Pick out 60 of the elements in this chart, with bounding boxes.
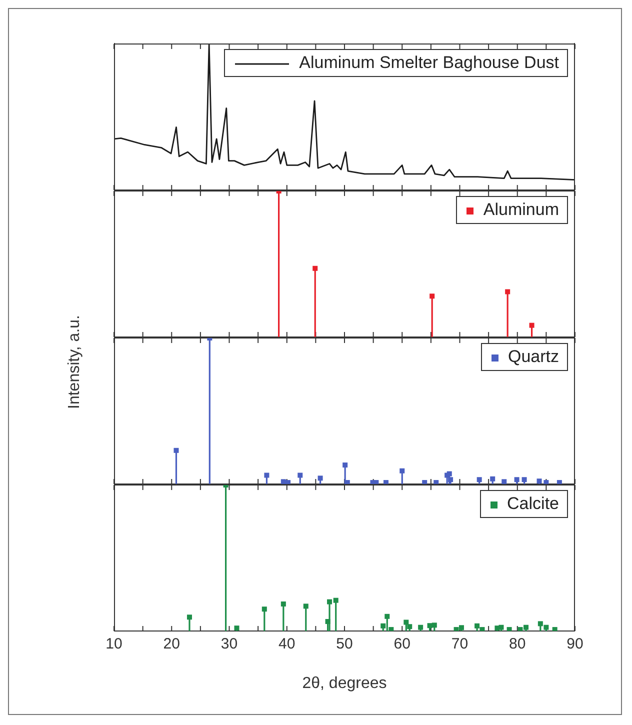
point (407, 624, 412, 630)
point (318, 476, 323, 481)
point (384, 614, 390, 619)
point (262, 606, 267, 612)
point (448, 477, 454, 482)
point (404, 620, 409, 625)
point (536, 478, 542, 484)
point (400, 468, 405, 474)
point (312, 266, 318, 271)
point (327, 599, 332, 604)
point (522, 477, 527, 482)
legend-label: Aluminum (483, 200, 559, 219)
point (524, 624, 529, 630)
point (529, 322, 534, 328)
point (342, 462, 348, 468)
x-tick-label: 30 (220, 636, 238, 653)
point (454, 627, 459, 631)
point (186, 614, 192, 620)
point (498, 624, 504, 630)
point (303, 604, 308, 609)
legend-label: Calcite (507, 494, 559, 513)
point (434, 480, 439, 484)
point (432, 622, 437, 628)
point (333, 598, 338, 603)
point (506, 627, 512, 631)
point (556, 480, 562, 484)
point (505, 289, 510, 294)
legend-label: Aluminum Smelter Baghouse Dust (299, 53, 559, 72)
point (388, 627, 394, 631)
x-tick-label: 80 (509, 636, 526, 653)
point (380, 623, 386, 628)
point (298, 472, 303, 478)
point (490, 476, 496, 482)
point (427, 623, 432, 628)
point (480, 627, 485, 631)
x-axis-title: 2θ, degrees (302, 675, 387, 693)
point (458, 625, 464, 630)
x-tick-label: 10 (106, 636, 122, 653)
point (383, 480, 388, 484)
x-tick-label: 20 (163, 636, 180, 653)
x-tick-label: 60 (394, 636, 410, 653)
point (474, 623, 480, 628)
x-tick-label: 40 (278, 636, 296, 653)
y-axis-title: Intensity, a.u. (66, 314, 84, 409)
point (264, 472, 270, 478)
point (430, 294, 435, 299)
point (422, 480, 428, 484)
legend-label: Quartz (508, 347, 559, 366)
point (174, 448, 179, 453)
point (502, 479, 507, 484)
point (538, 621, 543, 626)
point (518, 627, 523, 631)
x-tick-label: 70 (451, 636, 468, 653)
point (418, 624, 424, 630)
point (280, 601, 286, 606)
point (234, 626, 240, 631)
x-tick-label: 50 (336, 636, 353, 653)
point (552, 627, 558, 631)
point (476, 477, 482, 482)
x-tick-label: 90 (566, 636, 584, 653)
